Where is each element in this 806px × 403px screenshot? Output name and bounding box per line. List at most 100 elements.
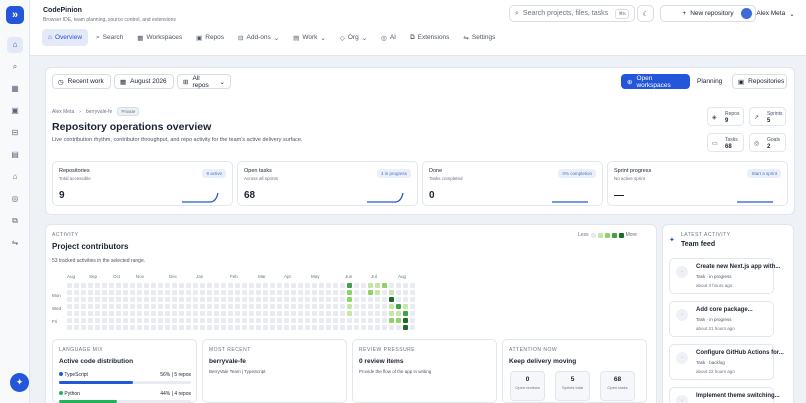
search-input[interactable]: ⌕ Search projects, files, tasks ⌘K	[509, 5, 635, 22]
heatmap-cell	[228, 318, 233, 323]
page-subtitle: Live contribution rhythm, contributor th…	[52, 137, 303, 143]
heatmap-cell	[186, 304, 191, 309]
heatmap-cell	[158, 304, 163, 309]
activity-sub: 53 tracked activities in the selected ra…	[52, 258, 146, 264]
heatmap-cell	[340, 290, 345, 295]
heatmap-cell	[305, 283, 310, 288]
heatmap-cell	[361, 304, 366, 309]
rail-extensions-icon[interactable]: ⧉	[12, 216, 18, 225]
heatmap-cell	[389, 311, 394, 316]
heatmap-cell	[277, 290, 282, 295]
heatmap-cell	[67, 290, 72, 295]
nav-work[interactable]: ▤ Work ⌄	[293, 34, 326, 42]
heatmap-cell	[263, 304, 268, 309]
heatmap-cell	[263, 283, 268, 288]
plus-icon: +	[682, 10, 687, 17]
open-workspaces-button[interactable]: ⊕ Open workspaces	[621, 74, 690, 89]
rail-org-icon[interactable]: ⌂	[12, 172, 18, 181]
nav-search[interactable]: ⌕ Search	[96, 33, 124, 42]
nav-addons[interactable]: ⊟ Add-ons ⌄	[238, 34, 280, 42]
rail-grid-icon[interactable]: ▦	[11, 84, 19, 93]
feed-item[interactable]: ◦ Configure GitHub Actions for... Task · b…	[669, 344, 784, 380]
month-picker[interactable]: ▦ August 2026	[114, 74, 174, 89]
heatmap-cell	[242, 283, 247, 288]
task-icon: ◦	[676, 309, 688, 321]
heatmap-cell	[88, 304, 93, 309]
heatmap-cell	[151, 304, 156, 309]
most-recent-panel[interactable]: MOST RECENT berryvale-fe BerryVale Team | …	[202, 339, 347, 403]
heatmap-cell	[102, 311, 107, 316]
attention-box: 5 Sprints total	[555, 371, 590, 401]
breadcrumb-user[interactable]: Alex Meta	[52, 108, 75, 115]
nav-org[interactable]: ◇ Org ⌄	[339, 34, 368, 42]
app-logo-icon[interactable]: »	[6, 6, 24, 24]
recent-work-button[interactable]: ◷ Recent work	[52, 74, 111, 89]
activity-title: Project contributors	[52, 242, 129, 251]
heatmap-cell	[319, 304, 324, 309]
nav-workspaces[interactable]: ▦ Workspaces	[137, 34, 183, 42]
feed-title: Team feed	[681, 241, 716, 248]
heatmap-cell	[319, 283, 324, 288]
heatmap-cell	[368, 325, 373, 330]
heatmap-cell	[368, 283, 373, 288]
nav-ai[interactable]: ◎ AI	[381, 34, 396, 42]
heatmap-cell	[249, 304, 254, 309]
theme-toggle-button[interactable]: ☾	[637, 5, 654, 22]
heatmap-cell	[102, 283, 107, 288]
sparkline	[182, 192, 219, 203]
addon-icon: ⊟	[238, 34, 244, 42]
heatmap-cell	[382, 290, 387, 295]
heatmap-cell	[263, 318, 268, 323]
heatmap-cell	[130, 283, 135, 288]
user-menu[interactable]: Alex Meta ⌄	[736, 5, 800, 22]
dot-icon	[59, 391, 63, 395]
nav-settings[interactable]: ⇋ Settings	[463, 34, 496, 42]
heatmap-cell	[270, 297, 275, 302]
assistant-fab-icon[interactable]: ✦	[10, 373, 29, 392]
heatmap-cell	[333, 304, 338, 309]
feed-item[interactable]: ◦ Create new Next.js app with... Task · in…	[669, 258, 780, 294]
rail-repo-icon[interactable]: ▣	[11, 106, 19, 115]
heatmap-cell	[144, 325, 149, 330]
new-repository-button[interactable]: + New repository	[660, 5, 756, 22]
heatmap-cell	[340, 325, 345, 330]
repo-filter-select[interactable]: ⊞ All repos ⌄	[177, 74, 231, 89]
feed-item[interactable]: ◦ Add core package... Task · in progress ab…	[669, 301, 774, 337]
repositories-button[interactable]: ▣ Repositories	[732, 74, 787, 89]
rail-settings-icon[interactable]: ⇋	[11, 238, 19, 247]
heatmap-cell	[214, 311, 219, 316]
heatmap-cell	[165, 325, 170, 330]
rail-addon-icon[interactable]: ⊟	[11, 128, 19, 137]
heatmap-cell	[207, 283, 212, 288]
month-label: Apr	[284, 274, 292, 279]
heatmap-cell	[172, 290, 177, 295]
heatmap-cell	[319, 325, 324, 330]
heatmap-cell	[81, 297, 86, 302]
feed-item[interactable]: ◦ Implement theme switching...	[669, 387, 780, 403]
heatmap-cell	[95, 283, 100, 288]
rail-search-icon[interactable]: ⌕	[12, 62, 18, 71]
heatmap-cell	[277, 304, 282, 309]
heatmap-cell	[186, 297, 191, 302]
heatmap-cell	[137, 311, 142, 316]
heatmap-cell	[382, 297, 387, 302]
rail-home-icon[interactable]: ⌂	[7, 37, 23, 53]
heatmap-cell	[95, 304, 100, 309]
breadcrumb-repo[interactable]: berryvale-fe	[85, 108, 113, 115]
search-icon: ⌕	[515, 9, 519, 17]
heatmap-cell	[242, 304, 247, 309]
heatmap-cell	[221, 311, 226, 316]
heatmap-cell	[123, 297, 128, 302]
rail-work-icon[interactable]: ▤	[11, 150, 19, 159]
stat-open-tasks: Open tasks Across all sprints 68 4 in progr…	[237, 161, 418, 206]
rail-ai-icon[interactable]: ◎	[11, 194, 19, 203]
nav-repos[interactable]: ▣ Repos	[196, 34, 225, 42]
heatmap-cell	[361, 318, 366, 323]
nav-extensions[interactable]: ⧉ Extensions	[409, 33, 450, 42]
planning-button[interactable]: Planning	[692, 74, 730, 89]
mini-stat-repos: ◈ Repos 9	[707, 107, 744, 126]
heatmap-cell	[340, 297, 345, 302]
heatmap-cell	[123, 325, 128, 330]
nav-overview[interactable]: ⌂ Overview	[42, 29, 89, 46]
filter-icon: ⊞	[183, 78, 189, 86]
